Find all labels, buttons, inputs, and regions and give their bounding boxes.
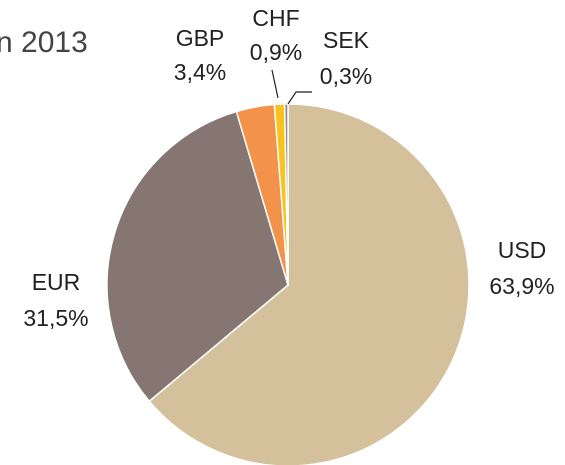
slice-value-label: 0,9% (250, 39, 302, 65)
slice-value-label: 0,3% (320, 63, 372, 89)
chart-title: n 2013 (0, 26, 88, 59)
pie-slice (283, 103, 289, 286)
pie-slice (148, 103, 470, 465)
leader-line (271, 69, 279, 99)
slice-label: CHF (252, 5, 299, 31)
slice-label: GBP (176, 25, 225, 51)
slice-value-label: 31,5% (23, 305, 88, 331)
slice-label: SEK (323, 27, 370, 53)
pie-slice (106, 110, 289, 403)
slice-label: USD (498, 237, 547, 263)
slice-value-label: 3,4% (174, 59, 226, 85)
slice-value-label: 63,9% (489, 273, 554, 299)
slice-label: EUR (32, 269, 81, 295)
leader-line (287, 91, 312, 105)
